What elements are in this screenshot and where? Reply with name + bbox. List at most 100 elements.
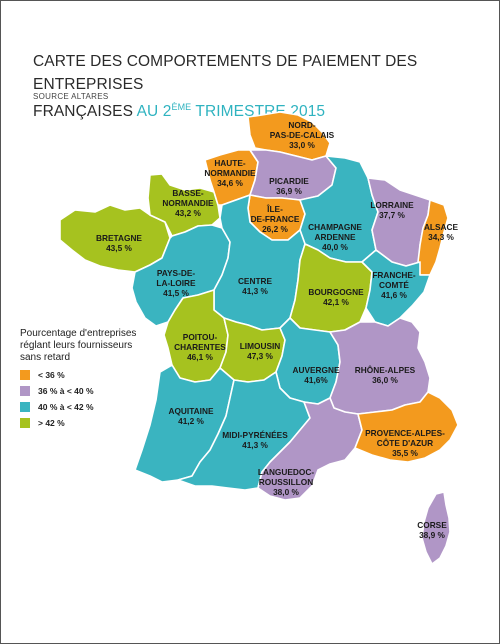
region-name: NORMANDIE [204, 168, 256, 178]
region-label-ile-de-france: ÎLE- DE-FRANCE 26,2 % [251, 204, 300, 234]
region-value: 41,3 % [242, 286, 268, 296]
region-value: 41,2 % [178, 416, 204, 426]
region-value: 36,0 % [372, 375, 398, 385]
region-name: BRETAGNE [96, 233, 142, 243]
title-highlight-sup: ÈME [171, 102, 192, 112]
region-name: PAYS-DE- [156, 268, 196, 278]
region-name: BASSE- [172, 188, 204, 198]
region-label-rhone-alpes: RHÔNE-ALPES 36,0 % [355, 365, 415, 385]
legend-title: Pourcentage d'entreprises réglant leurs … [20, 328, 137, 363]
region-value: 41,6 % [381, 290, 407, 300]
region-name: CÔTE D'AZUR [376, 438, 434, 448]
region-name: HAUTE- [214, 158, 246, 168]
region-label-alsace: ALSACE 34,3 % [424, 222, 458, 242]
legend-item: 40 % à < 42 % [20, 402, 150, 412]
legend-label: > 42 % [38, 418, 65, 428]
region-label-bretagne: BRETAGNE 43,5 % [96, 233, 142, 253]
region-value: 34,6 % [217, 178, 243, 188]
region-label-aquitaine: AQUITAINE 41,2 % [168, 406, 213, 426]
region-label-limousin: LIMOUSIN 47,3 % [240, 341, 281, 361]
legend: Pourcentage d'entreprises réglant leurs … [20, 328, 150, 428]
legend-label: < 36 % [38, 370, 65, 380]
region-name: NORD- [288, 120, 316, 130]
region-label-pays-de-la-loire: PAYS-DE- LA-LOIRE 41,5 % [156, 268, 195, 298]
region-name: LA-LOIRE [156, 278, 196, 288]
region-label-champagne: CHAMPAGNE ARDENNE 40,0 % [308, 222, 362, 252]
region-value: 41,6% [304, 375, 328, 385]
region-label-nord: NORD- PAS-DE-CALAIS 33,0 % [270, 120, 334, 150]
region-name: NORMANDIE [162, 198, 214, 208]
region-name: BOURGOGNE [308, 287, 364, 297]
region-label-basse-normandie: BASSE- NORMANDIE 43,2 % [162, 188, 213, 218]
region-value: 37,7 % [379, 210, 405, 220]
region-name: RHÔNE-ALPES [354, 365, 416, 375]
region-name: DE-FRANCE [250, 214, 300, 224]
region-corse[interactable] [421, 491, 451, 565]
region-name: ROUSSILLON [258, 477, 314, 487]
legend-item: < 36 % [20, 370, 150, 380]
region-name: CHAMPAGNE [308, 222, 362, 232]
region-value: 34,3 % [428, 232, 454, 242]
region-name: PROVENCE-ALPES- [365, 428, 445, 438]
region-value: 26,2 % [262, 224, 288, 234]
region-value: 41,3 % [242, 440, 268, 450]
legend-swatch [20, 402, 30, 412]
legend-label: 40 % à < 42 % [38, 402, 94, 412]
region-value: 43,2 % [175, 208, 201, 218]
region-paca[interactable] [354, 391, 459, 463]
legend-swatch [20, 418, 30, 428]
title-line-1: CARTE DES COMPORTEMENTS DE PAIEMENT DES … [33, 53, 418, 93]
region-value: 36,9 % [276, 186, 302, 196]
region-value: 41,5 % [163, 288, 189, 298]
region-value: 38,0 % [273, 487, 299, 497]
region-name: POITOU- [182, 332, 218, 342]
region-value: 43,5 % [106, 243, 132, 253]
legend-swatch [20, 370, 30, 380]
region-label-franche-comte: FRANCHE- COMTÉ 41,6 % [372, 270, 415, 300]
region-value: 33,0 % [289, 140, 315, 150]
region-label-haute-normandie: HAUTE- NORMANDIE 34,6 % [204, 158, 255, 188]
region-name: CHARENTES [174, 342, 226, 352]
region-name: AQUITAINE [168, 406, 214, 416]
legend-swatch [20, 386, 30, 396]
region-name: LORRAINE [370, 200, 414, 210]
region-name: PICARDIE [269, 176, 309, 186]
title-highlight-pre: AU 2 [136, 103, 172, 120]
region-languedoc[interactable] [257, 397, 363, 501]
region-label-lorraine: LORRAINE 37,7 % [370, 200, 413, 220]
region-label-paca: PROVENCE-ALPES- CÔTE D'AZUR 35,5 % [365, 428, 445, 458]
region-value: 35,5 % [392, 448, 418, 458]
region-label-auvergne: AUVERGNE 41,6% [292, 365, 339, 385]
legend-label: 36 % à < 40 % [38, 386, 94, 396]
region-name: COMTÉ [379, 280, 409, 290]
title-line-2-plain: FRANÇAISES [33, 103, 137, 120]
region-label-picardie: PICARDIE 36,9 % [269, 176, 309, 196]
region-basse-normandie[interactable] [147, 173, 221, 237]
map-source: SOURCE ALTARES [33, 92, 109, 101]
region-label-corse: CORSE 38,9 % [417, 520, 447, 540]
region-value: 47,3 % [247, 351, 273, 361]
region-name: FRANCHE- [372, 270, 416, 280]
region-label-languedoc: LANGUEDOC- ROUSSILLON 38,0 % [258, 467, 314, 497]
legend-item: 36 % à < 40 % [20, 386, 150, 396]
region-name: MIDI-PYRÉNÉES [222, 430, 288, 440]
region-name: CORSE [417, 520, 447, 530]
region-name: CENTRE [237, 276, 273, 286]
region-name: LIMOUSIN [239, 341, 281, 351]
region-name: ARDENNE [314, 232, 356, 242]
region-value: 46,1 % [187, 352, 213, 362]
region-franche-comte[interactable] [361, 249, 431, 327]
region-value: 38,9 % [419, 530, 445, 540]
region-name: ÎLE- [267, 204, 283, 214]
region-name: ALSACE [423, 222, 459, 232]
legend-item: > 42 % [20, 418, 150, 428]
region-label-poitou: POITOU- CHARENTES 46,1 % [174, 332, 226, 362]
region-value: 40,0 % [322, 242, 348, 252]
region-name: LANGUEDOC- [257, 467, 315, 477]
region-value: 42,1 % [323, 297, 349, 307]
region-label-midi-pyrenees: MIDI-PYRÉNÉES 41,3 % [222, 430, 287, 450]
region-name: AUVERGNE [292, 365, 340, 375]
region-label-centre: CENTRE 41,3 % [238, 276, 272, 296]
region-label-bourgogne: BOURGOGNE 42,1 % [308, 287, 363, 307]
